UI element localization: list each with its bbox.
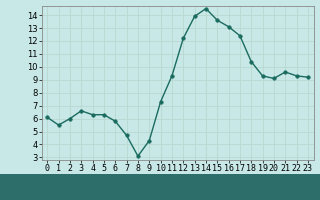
X-axis label: Humidex (Indice chaleur): Humidex (Indice chaleur) (108, 176, 247, 186)
